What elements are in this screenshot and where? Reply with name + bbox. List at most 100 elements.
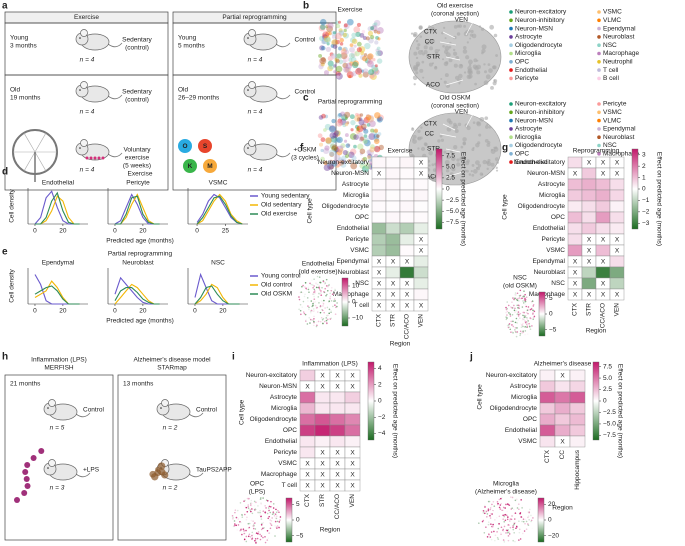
umap-dot bbox=[324, 30, 331, 37]
legend-dot bbox=[597, 135, 601, 139]
brain-texture bbox=[412, 134, 417, 139]
brain-texture bbox=[476, 121, 481, 126]
legend-dot bbox=[597, 60, 601, 64]
inset-dot bbox=[245, 518, 248, 521]
umap-dot bbox=[357, 143, 364, 150]
inset-dot bbox=[517, 306, 519, 309]
inset-dot bbox=[525, 326, 528, 328]
umap-dot bbox=[360, 136, 365, 141]
inset-dot bbox=[255, 542, 257, 544]
row-label: Neuron-MSN bbox=[527, 170, 565, 177]
inset-dot bbox=[299, 309, 302, 312]
heatmap-cell bbox=[567, 178, 583, 191]
umap-dot bbox=[355, 112, 359, 117]
heatmap-cell bbox=[569, 435, 586, 448]
inset-dot bbox=[516, 299, 519, 302]
row-label: Neuroblast bbox=[534, 269, 566, 276]
inset-dot bbox=[313, 315, 315, 318]
inset-dot bbox=[335, 306, 337, 309]
region-label: CTX bbox=[424, 121, 438, 128]
umap-dot bbox=[318, 63, 324, 70]
inset-dot bbox=[489, 514, 491, 517]
heatmap-cell bbox=[569, 391, 586, 404]
inset-dot bbox=[274, 516, 277, 519]
umap-dot bbox=[349, 133, 357, 140]
inset-dot bbox=[502, 530, 505, 533]
inset-dot bbox=[303, 295, 306, 298]
inset-dot bbox=[518, 297, 521, 299]
density-line bbox=[114, 276, 160, 305]
inset-dot bbox=[527, 523, 529, 525]
density-line bbox=[34, 280, 80, 305]
region-pointer bbox=[445, 148, 461, 153]
inset-dot bbox=[519, 312, 522, 315]
umap-dot bbox=[378, 144, 384, 151]
umap-dot bbox=[342, 62, 349, 69]
heatmap-cell bbox=[399, 167, 415, 180]
inset-dot bbox=[306, 297, 309, 299]
heatmap-cell bbox=[609, 222, 625, 235]
inset-dot bbox=[521, 324, 523, 326]
density-line bbox=[115, 193, 160, 225]
heatmap-cell bbox=[554, 413, 571, 426]
y-axis-label: Cell type bbox=[502, 194, 509, 220]
colorbar-tick-label: −20 bbox=[548, 532, 559, 539]
umap-dot bbox=[366, 123, 371, 127]
inset-dot bbox=[488, 533, 490, 535]
inset-dot bbox=[499, 508, 502, 510]
umap-dot bbox=[346, 71, 354, 79]
inset-dot bbox=[264, 541, 267, 544]
umap-dot bbox=[328, 63, 335, 70]
inset-dot bbox=[519, 512, 522, 514]
row-label: Neuron-MSN bbox=[331, 170, 369, 177]
inset-dot bbox=[240, 521, 242, 524]
x-tick-label: 0 bbox=[193, 308, 197, 315]
inset-dot bbox=[314, 301, 317, 303]
inset-dot bbox=[323, 311, 325, 314]
inset-dot bbox=[525, 520, 528, 523]
inset-dot bbox=[500, 497, 502, 500]
plaque-icon bbox=[157, 462, 166, 470]
inset-dot bbox=[493, 530, 495, 533]
legend-dot bbox=[597, 143, 601, 148]
umap-dot bbox=[372, 70, 376, 75]
umap-dot bbox=[362, 68, 369, 74]
umap-dot bbox=[327, 60, 334, 67]
heatmap-cell bbox=[385, 211, 401, 224]
umap-dot bbox=[323, 128, 327, 132]
mouse-tail bbox=[188, 472, 204, 478]
umap-dot bbox=[320, 137, 326, 143]
umap-dot bbox=[370, 128, 375, 133]
umap-dot bbox=[373, 22, 378, 26]
inset-dot bbox=[495, 516, 498, 519]
brain-texture bbox=[466, 74, 472, 80]
umap-dot bbox=[318, 53, 323, 58]
inset-dot bbox=[500, 502, 503, 505]
umap-dot bbox=[362, 36, 367, 40]
column-label: VEN bbox=[418, 314, 425, 328]
heatmap-cell bbox=[413, 178, 429, 191]
box-title: Alzheimer's disease model bbox=[133, 357, 211, 364]
brain-texture bbox=[481, 44, 487, 50]
inset-dot bbox=[483, 512, 486, 515]
inset-dot bbox=[245, 540, 248, 543]
inset-dot bbox=[519, 334, 521, 337]
na-mark: X bbox=[419, 303, 424, 310]
umap-dot bbox=[338, 59, 344, 65]
inset-dot bbox=[307, 305, 309, 307]
umap-dot bbox=[334, 160, 342, 167]
na-mark: X bbox=[587, 237, 592, 244]
inset-dot bbox=[299, 303, 302, 306]
na-mark: X bbox=[615, 248, 620, 255]
inset-dot bbox=[500, 533, 502, 536]
inset-dot bbox=[259, 509, 261, 512]
factor-icon bbox=[178, 139, 192, 153]
heatmap-cell bbox=[595, 200, 611, 213]
legend-label: Oligodendrocyte bbox=[515, 42, 563, 49]
heatmap-cell bbox=[299, 402, 316, 415]
umap-dot bbox=[331, 53, 337, 59]
inset-dot bbox=[514, 327, 517, 329]
inset-dot bbox=[318, 285, 320, 288]
heatmap-title: Alzheimer's disease bbox=[534, 361, 592, 368]
region-pointer bbox=[445, 171, 464, 178]
